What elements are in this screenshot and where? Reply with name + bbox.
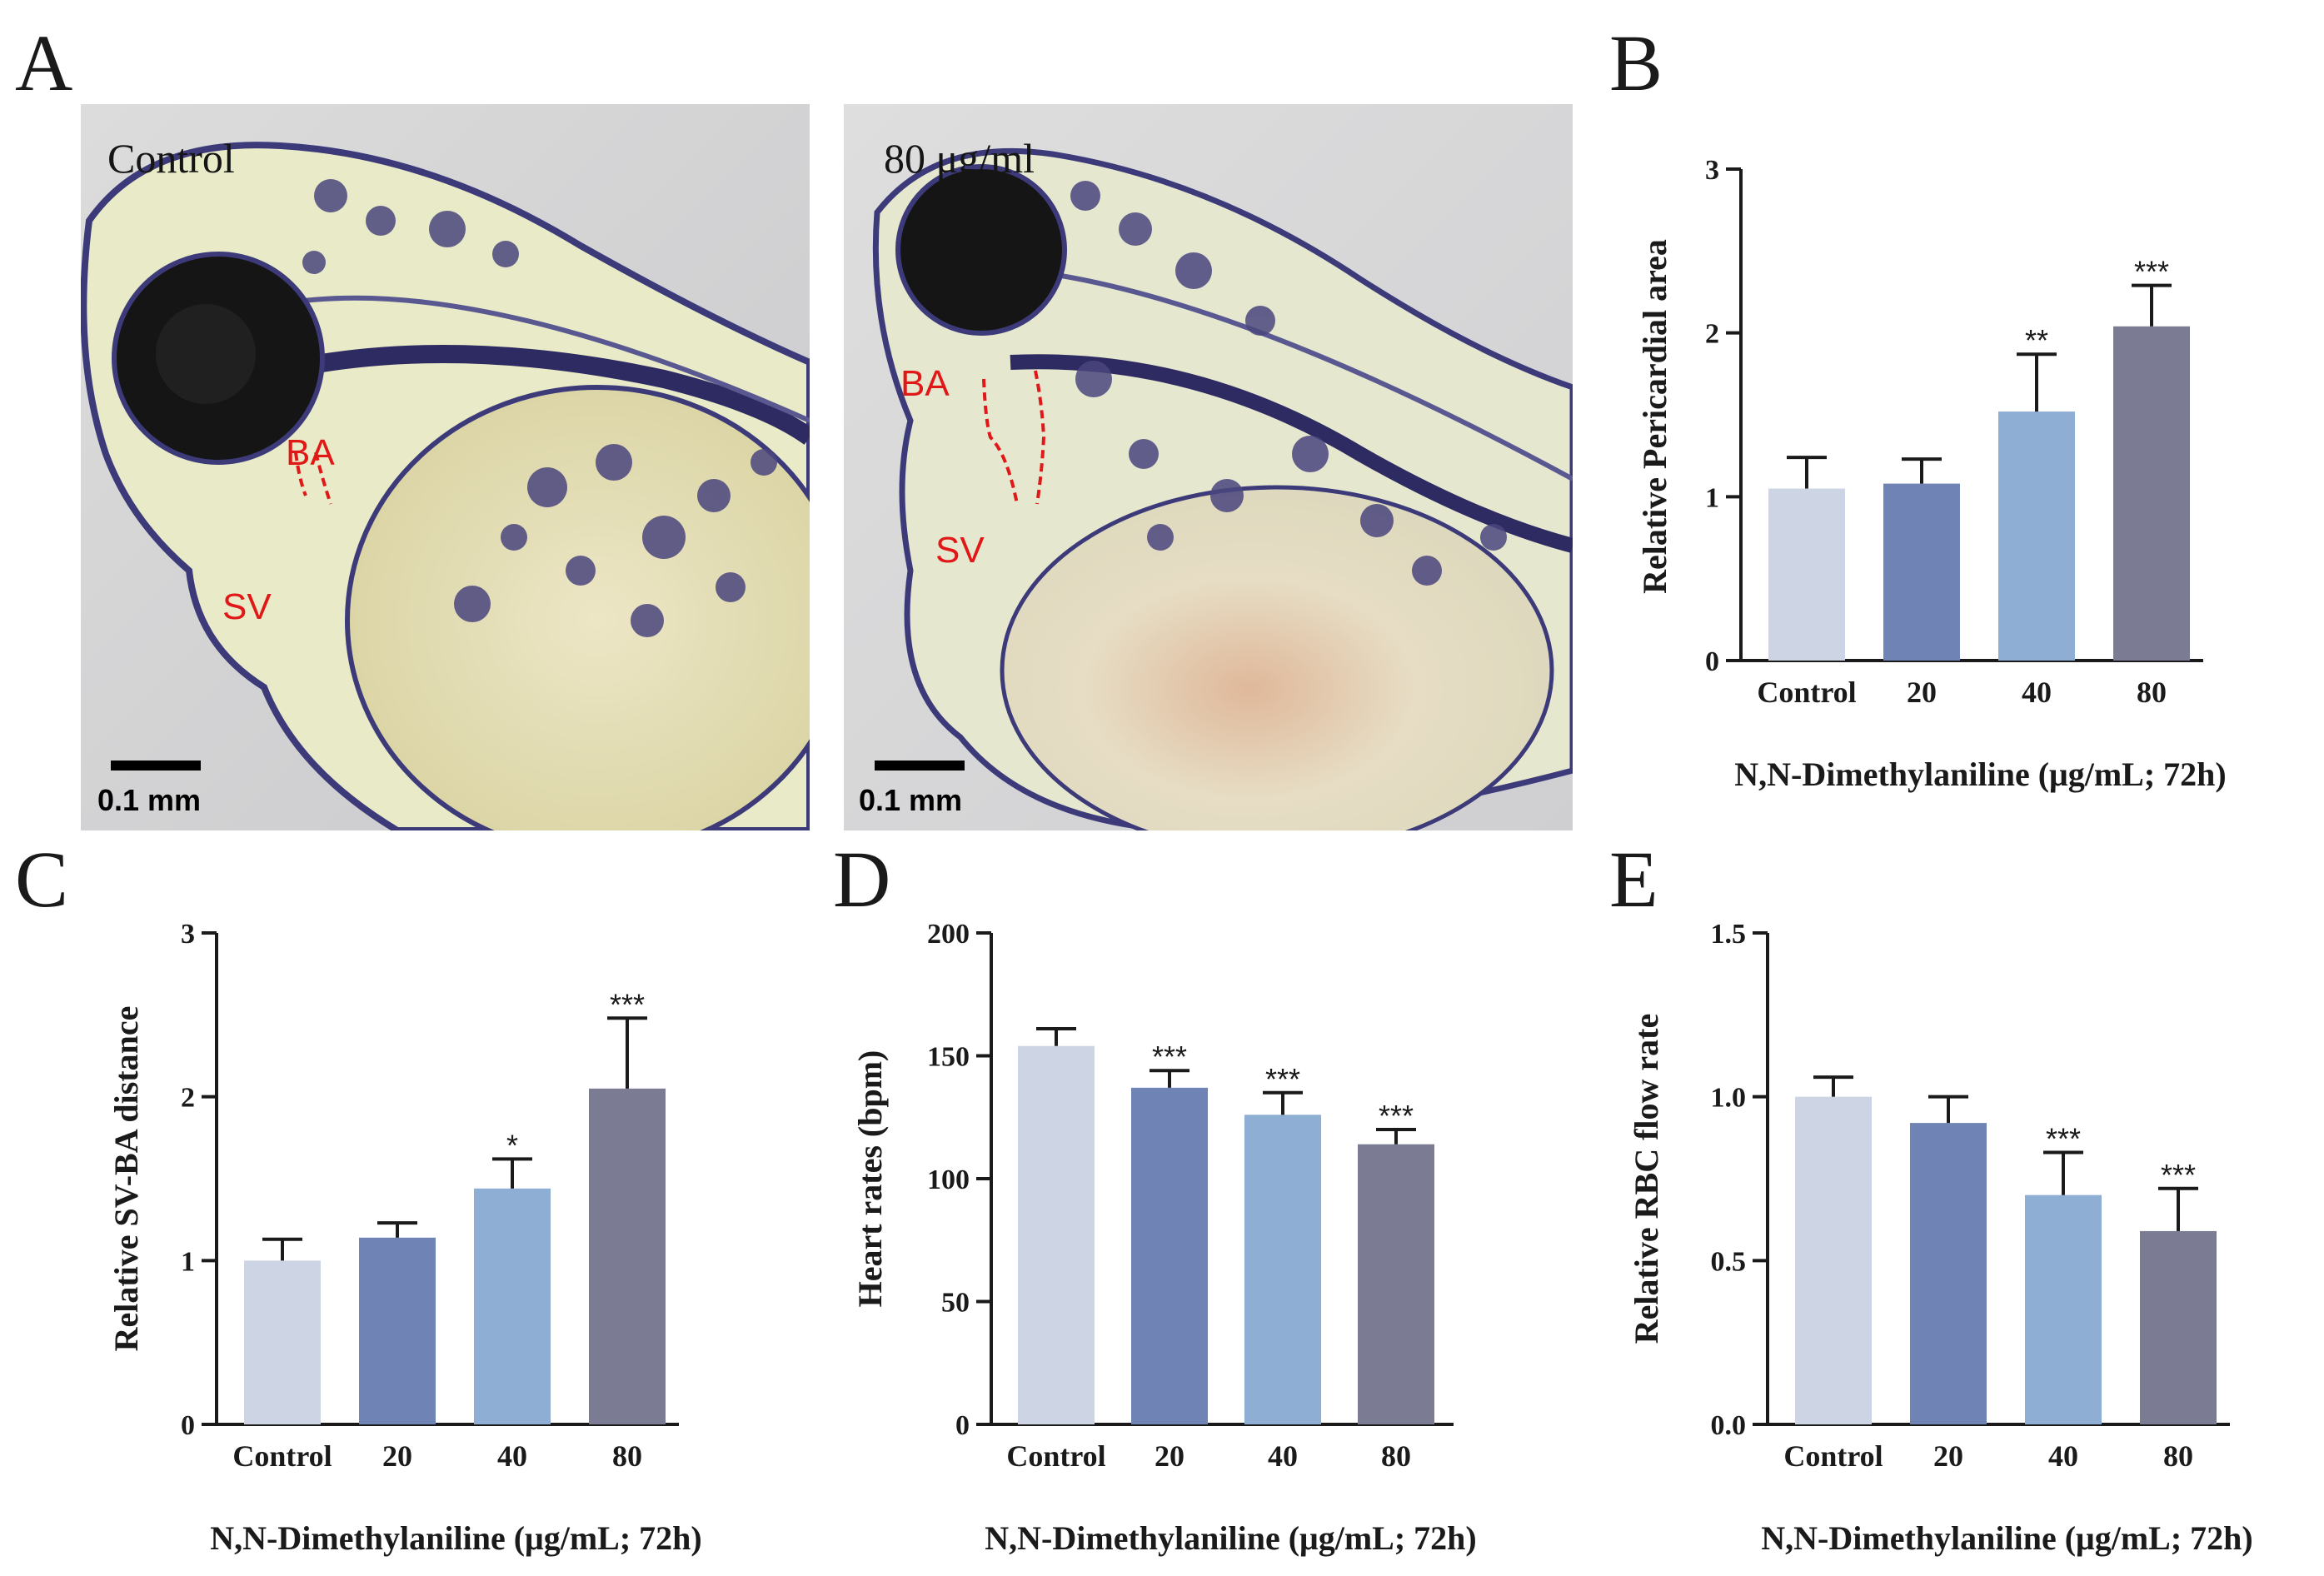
- larva-image-80: BA SV 80 μg/ml 0.1 mm: [844, 104, 1573, 830]
- chart-e-significance-3: ***: [2046, 1122, 2081, 1156]
- panel-letter-e: E: [1609, 835, 1658, 924]
- photo-control: BA SV Control 0.1 mm: [81, 104, 810, 830]
- chart-c-y-tick-label: 3: [181, 919, 195, 950]
- chart-e-category-label: 40: [2048, 1439, 2078, 1473]
- chart-b-bar-4: [2113, 326, 2190, 661]
- chart-d-category-label: 80: [1381, 1439, 1411, 1473]
- chart-b-bar-2: [1883, 483, 1960, 661]
- chart-e-bar-4: [2140, 1230, 2217, 1424]
- chart-d-category-label: 40: [1268, 1439, 1298, 1473]
- chart-b-y-tick-label: 3: [1705, 155, 1719, 186]
- chart-d-significance-4: ***: [1379, 1099, 1414, 1133]
- panel-letter-d: D: [833, 835, 891, 924]
- ba-label-control: BA: [286, 432, 335, 473]
- chart-c-bar-3: [474, 1188, 551, 1424]
- scalebar-label-80: 0.1 mm: [859, 783, 962, 817]
- chart-e-significance-4: ***: [2161, 1158, 2196, 1192]
- chart-c-category-label: Control: [232, 1439, 332, 1473]
- chart-e-y-tick-label: 0.0: [1711, 1410, 1747, 1441]
- chart-b-category-label: 80: [2137, 676, 2167, 709]
- chart-c-bar-1: [244, 1260, 321, 1424]
- chart-d-bar-2: [1131, 1087, 1208, 1424]
- chart-b-category-label: 40: [2022, 676, 2052, 709]
- chart-b-bar-3: [1998, 411, 2075, 661]
- chart-c-y-tick-label: 1: [181, 1246, 195, 1277]
- chart-b-significance-4: ***: [2134, 255, 2169, 289]
- chart-e-y-tick-label: 1.0: [1711, 1083, 1747, 1114]
- chart-d-bar-1: [1018, 1045, 1095, 1424]
- ba-sv-outline-80: [982, 370, 1046, 505]
- chart-e-category-label: 80: [2163, 1439, 2193, 1473]
- chart-d-y-tick-label: 150: [927, 1042, 970, 1073]
- chart-b-bar-1: [1768, 488, 1845, 661]
- chart-b-x-label: N,N-Dimethylaniline (μg/mL; 72h): [1734, 756, 2226, 793]
- chart-c-significance-3: *: [506, 1128, 518, 1162]
- chart-c-category-label: 80: [612, 1439, 642, 1473]
- panel-letter-b: B: [1609, 18, 1663, 107]
- chart-b-category-label: Control: [1757, 676, 1856, 709]
- photo-label-80: 80 μg/ml: [884, 135, 1035, 182]
- chart-e-category-label: 20: [1933, 1439, 1963, 1473]
- scalebar-80: [875, 761, 965, 771]
- chart-c-category-label: 40: [497, 1439, 527, 1473]
- chart-c-bar-2: [359, 1237, 436, 1424]
- chart-c-category-label: 20: [382, 1439, 412, 1473]
- ba-label-80: BA: [900, 363, 950, 404]
- chart-b-y-label: Relative Pericardial area: [1636, 239, 1673, 594]
- chart-d-y-tick-label: 100: [927, 1165, 970, 1195]
- chart-e-y-tick-label: 0.5: [1711, 1246, 1747, 1277]
- chart-e-y-label: Relative RBC flow rate: [1628, 1014, 1665, 1344]
- chart-d-y-label: Heart rates (bpm): [851, 1050, 889, 1308]
- chart-c-y-tick-label: 0: [181, 1410, 195, 1441]
- ba-sv-outline-control: [294, 451, 332, 505]
- photo-80: BA SV 80 μg/ml 0.1 mm: [844, 104, 1573, 830]
- chart-b-y-tick-label: 2: [1705, 319, 1719, 350]
- scalebar-label-control: 0.1 mm: [97, 783, 201, 817]
- chart-e-category-label: Control: [1783, 1439, 1883, 1473]
- panel-letter-a: A: [15, 18, 73, 107]
- chart-b-y-tick-label: 1: [1705, 482, 1719, 513]
- chart-d-x-label: N,N-Dimethylaniline (μg/mL; 72h): [985, 1519, 1476, 1557]
- sv-label-control: SV: [222, 586, 272, 627]
- chart-d-y-tick-label: 0: [955, 1410, 970, 1441]
- chart-c-significance-4: ***: [610, 987, 645, 1021]
- chart-e-bar-2: [1910, 1123, 1987, 1424]
- scalebar-control: [111, 761, 201, 771]
- chart-d-bar-4: [1358, 1144, 1434, 1424]
- chart-e-y-tick-label: 1.5: [1711, 919, 1747, 950]
- chart-e-bar-3: [2025, 1194, 2102, 1424]
- chart-d-category-label: Control: [1006, 1439, 1105, 1473]
- chart-b-category-label: 20: [1907, 676, 1937, 709]
- chart-c-bar-4: [589, 1088, 666, 1424]
- chart-e-bar-1: [1795, 1096, 1872, 1424]
- larva-image-control: BA SV Control 0.1 mm: [81, 104, 810, 830]
- chart-b-y-tick-label: 0: [1705, 646, 1719, 677]
- chart-c-y-tick-label: 2: [181, 1083, 195, 1114]
- photo-label-control: Control: [107, 135, 235, 182]
- chart-c-x-label: N,N-Dimethylaniline (μg/mL; 72h): [210, 1519, 701, 1557]
- panel-letter-c: C: [15, 835, 69, 924]
- sv-label-80: SV: [935, 530, 985, 571]
- chart-d-significance-2: ***: [1152, 1040, 1187, 1074]
- chart-b-significance-3: **: [2025, 323, 2048, 357]
- chart-d-category-label: 20: [1155, 1439, 1184, 1473]
- chart-c-y-label: Relative SV-BA distance: [107, 1006, 145, 1352]
- chart-d-significance-3: ***: [1265, 1062, 1300, 1096]
- chart-d-bar-3: [1244, 1115, 1321, 1424]
- chart-d-y-tick-label: 50: [941, 1288, 970, 1319]
- chart-d-y-tick-label: 200: [927, 919, 970, 950]
- chart-e-x-label: N,N-Dimethylaniline (μg/mL; 72h): [1761, 1519, 2252, 1557]
